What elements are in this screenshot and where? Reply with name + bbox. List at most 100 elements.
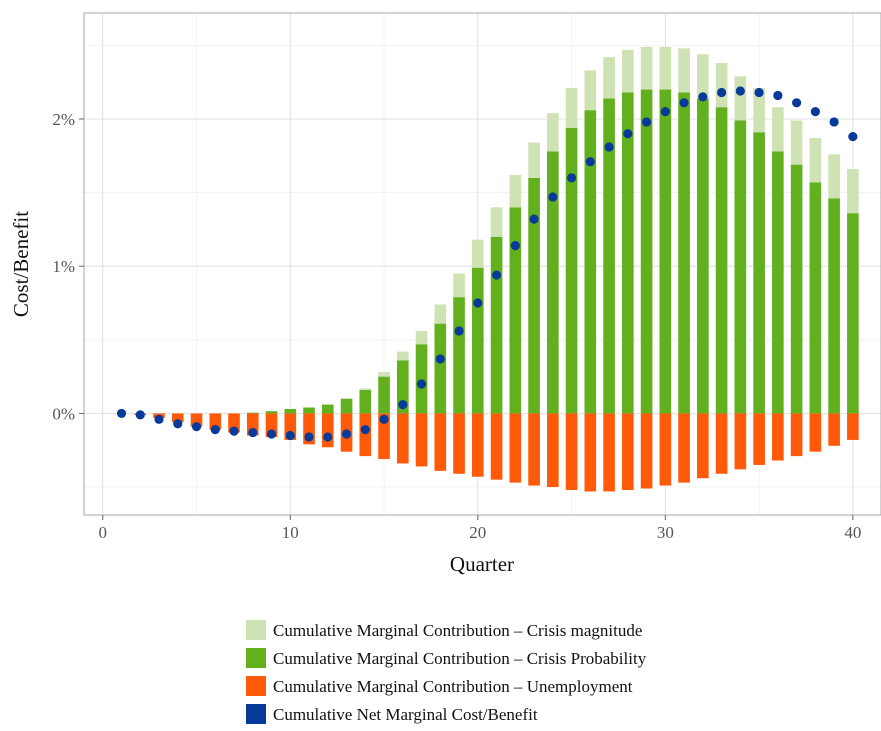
point-net-cost-benefit [604,142,614,152]
plot-panel-border [83,12,881,516]
bar-crisis-probability [265,411,278,414]
bar-unemployment [246,413,259,436]
bar-unemployment [396,413,409,464]
x-tick-label: 10 [282,523,299,542]
point-net-cost-benefit [266,429,277,439]
bar-unemployment [171,413,184,423]
bar-crisis-probability [340,398,353,414]
bar-crisis-magnitude [772,107,784,152]
bar-crisis-magnitude [584,70,597,111]
point-net-cost-benefit [398,399,408,410]
bar-unemployment [734,413,747,470]
bar-crisis-probability [246,412,259,414]
bar-unemployment [622,413,634,490]
bar-crisis-magnitude [697,54,709,99]
bar-crisis-magnitude [790,120,803,165]
point-net-cost-benefit [754,87,764,98]
bar-unemployment [753,413,765,465]
point-net-cost-benefit [454,326,464,336]
x-tick-label: 0 [99,523,108,542]
bar-crisis-magnitude [640,46,653,90]
x-tick-label: 20 [469,523,486,542]
bar-unemployment [847,413,859,440]
bar-unemployment [509,413,522,483]
point-net-cost-benefit [717,87,727,98]
bar-crisis-probability [753,132,765,414]
point-net-cost-benefit [135,410,145,420]
bar-crisis-probability [678,92,690,414]
bar-unemployment [490,413,503,480]
bar-unemployment [471,413,484,477]
bar-crisis-magnitude [622,49,634,93]
bar-unemployment [772,413,784,461]
bar-unemployment [828,413,840,446]
point-net-cost-benefit [510,240,520,251]
bar-unemployment [453,413,465,474]
bar-crisis-magnitude [678,48,690,93]
bar-crisis-magnitude [396,351,409,361]
point-net-cost-benefit [566,173,577,183]
bar-unemployment [378,413,390,460]
bar-unemployment [284,413,297,440]
bar-crisis-magnitude [471,239,484,268]
point-net-cost-benefit [285,430,295,441]
x-axis-title: Quarter [450,552,514,576]
y-axis-title: Cost/Benefit [9,211,33,317]
point-net-cost-benefit [173,419,183,429]
point-net-cost-benefit [660,107,670,117]
bars-layer [134,46,859,492]
bar-unemployment [640,413,653,489]
bar-crisis-probability [847,213,859,414]
legend-label: Cumulative Marginal Contribution – Unemp… [273,677,633,696]
bar-unemployment [415,413,428,467]
point-net-cost-benefit [229,426,239,436]
bar-crisis-probability [434,323,447,414]
bar-unemployment [547,413,559,488]
point-net-cost-benefit [323,432,333,442]
legend-swatch [246,704,266,724]
point-net-cost-benefit [360,425,370,435]
point-net-cost-benefit [248,427,258,438]
bar-crisis-magnitude [603,57,615,99]
bar-unemployment [265,413,278,437]
bar-unemployment [659,413,672,486]
point-net-cost-benefit [810,107,820,117]
bar-crisis-magnitude [753,88,765,133]
bar-crisis-probability [715,107,728,414]
bar-crisis-probability [640,89,653,414]
bar-unemployment [584,413,597,492]
bar-unemployment [359,413,372,457]
point-net-cost-benefit [491,270,502,280]
bar-unemployment [697,413,709,479]
bar-crisis-magnitude [434,304,447,324]
y-tick-label: 2% [52,110,75,129]
bar-crisis-probability [284,409,297,414]
x-tick-label: 30 [657,523,674,542]
points-layer [116,86,858,442]
bar-crisis-probability [528,177,540,414]
bar-unemployment [303,413,315,445]
bar-unemployment [228,413,240,433]
bar-crisis-probability [509,207,522,414]
x-tick-label: 40 [844,523,861,542]
point-net-cost-benefit [435,354,445,364]
bar-crisis-probability [490,236,503,414]
point-net-cost-benefit [416,379,427,389]
bar-crisis-probability [453,297,465,414]
bar-crisis-probability [697,98,709,414]
bar-crisis-magnitude [359,388,372,390]
legend-swatch [246,648,266,668]
bar-unemployment [190,413,203,427]
legend: Cumulative Marginal Contribution – Crisi… [246,620,647,724]
bar-crisis-magnitude [659,46,672,90]
point-net-cost-benefit [154,414,164,424]
bar-crisis-probability [378,376,390,414]
bar-unemployment [434,413,447,471]
bar-crisis-probability [584,110,597,414]
bar-crisis-magnitude [490,207,503,237]
bar-unemployment [809,413,822,452]
bar-crisis-magnitude [453,273,465,298]
bar-unemployment [528,413,540,486]
bar-unemployment [603,413,615,492]
